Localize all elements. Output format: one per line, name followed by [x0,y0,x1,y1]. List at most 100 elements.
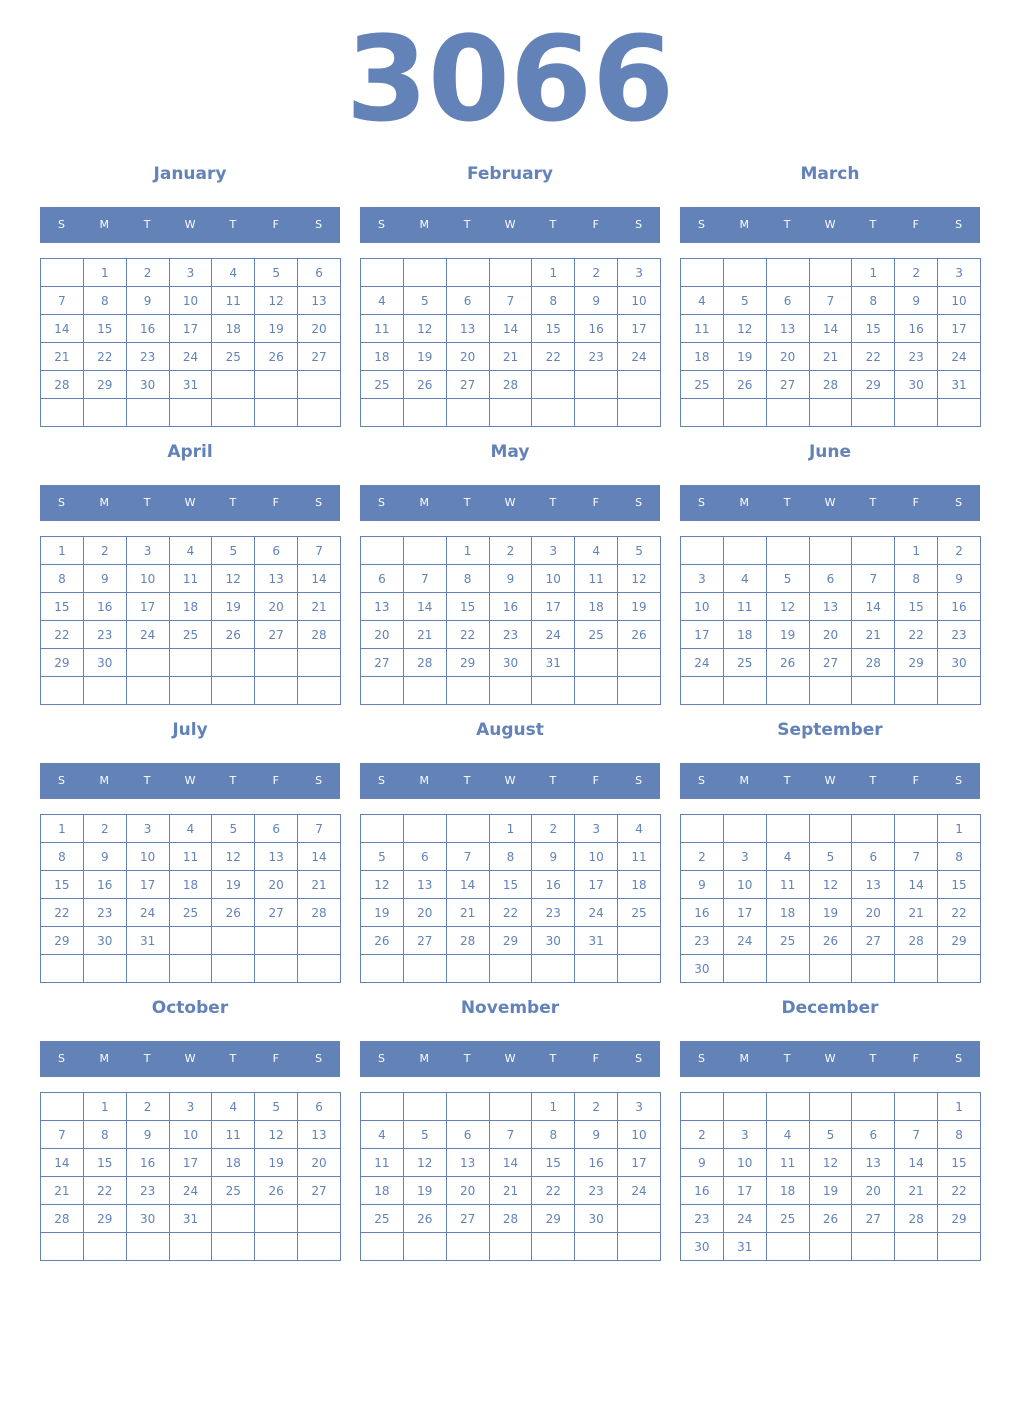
day-cell [808,954,853,983]
weekday-label: M [419,1052,430,1065]
day-cell [531,954,576,983]
day-cell: 26 [254,1176,299,1205]
day-cell: 13 [297,1120,341,1149]
day-cell [445,954,490,983]
weekday-label: T [549,218,557,231]
day-cell [851,1092,896,1121]
day-cell: 28 [297,620,341,649]
day-cell [297,926,341,955]
day-cell: 7 [40,286,84,315]
day-cell: 19 [402,342,447,371]
day-cell: 20 [765,342,810,371]
day-cell [851,398,896,427]
weekday-label: W [824,496,836,509]
day-cell: 11 [360,1148,404,1177]
weekday-label: M [739,218,750,231]
day-cell: 30 [680,954,724,983]
day-cell: 24 [722,926,767,955]
day-cell: 13 [297,286,341,315]
day-cell: 19 [722,342,767,371]
weekday-label: S [635,218,643,231]
day-cell [402,1092,447,1121]
day-cell: 15 [937,1148,981,1177]
day-cell: 5 [360,842,404,871]
weekday-label: F [912,218,919,231]
weekday-label: S [315,1052,323,1065]
day-cell [851,954,896,983]
day-cell [211,1232,256,1261]
day-cell: 16 [574,1148,619,1177]
weekday-label: S [377,496,385,509]
day-cell [894,814,939,843]
week-row: 25 26 27 28 29 30 31 [680,370,981,399]
day-cell: 2 [680,842,724,871]
day-cell: 10 [680,592,724,621]
day-cell: 24 [125,898,170,927]
weekday-label: W [184,496,196,509]
day-cell: 21 [40,342,84,371]
day-cell [851,814,896,843]
day-cell [617,398,661,427]
day-cell [722,676,767,705]
day-cell: 16 [680,898,724,927]
day-cell: 31 [531,648,576,677]
day-cell: 29 [82,1204,127,1233]
day-grid: 1 2 3 4 5 6 7 8 9 10 11 12 13 14 15 16 17 18 19 20 21 22 23 24 2… [40,258,341,427]
weekday-label: T [783,218,791,231]
day-cell: 16 [82,592,127,621]
day-cell [722,954,767,983]
weekday-label: F [272,774,279,787]
day-cell [168,398,213,427]
day-cell: 3 [722,842,767,871]
day-cell: 27 [851,1204,896,1233]
day-cell [297,954,341,983]
day-cell [808,1232,853,1261]
day-cell: 2 [531,814,576,843]
year-title: 3066 [345,10,675,148]
day-cell [82,1232,127,1261]
day-cell [765,258,810,287]
day-cell [894,1232,939,1261]
day-cell: 31 [937,370,981,399]
day-cell: 26 [808,1204,853,1233]
day-cell: 13 [445,314,490,343]
day-cell: 4 [574,536,619,565]
day-cell: 23 [82,620,127,649]
weekday-label: S [697,218,705,231]
day-cell [40,258,84,287]
day-cell: 21 [297,870,341,899]
day-cell: 5 [402,1120,447,1149]
day-cell: 5 [254,1092,299,1121]
day-cell: 9 [82,564,127,593]
day-cell: 10 [168,286,213,315]
day-cell: 25 [574,620,619,649]
day-cell [297,398,341,427]
day-cell: 31 [168,370,213,399]
day-cell: 17 [531,592,576,621]
weekday-label: W [824,774,836,787]
day-cell: 15 [488,870,533,899]
day-cell: 1 [488,814,533,843]
day-cell: 21 [808,342,853,371]
weekday-label: M [739,774,750,787]
day-cell: 25 [360,370,404,399]
day-cell [808,536,853,565]
weekday-label: W [504,774,516,787]
day-cell: 9 [531,842,576,871]
day-cell: 8 [40,842,84,871]
weekday-label: T [869,1052,877,1065]
week-row [360,398,661,427]
day-cell: 21 [894,1176,939,1205]
day-cell: 11 [211,1120,256,1149]
day-cell: 9 [82,842,127,871]
day-cell: 4 [765,842,810,871]
day-cell [445,258,490,287]
day-cell: 3 [531,536,576,565]
day-cell: 17 [722,1176,767,1205]
day-cell [82,398,127,427]
day-cell: 7 [445,842,490,871]
